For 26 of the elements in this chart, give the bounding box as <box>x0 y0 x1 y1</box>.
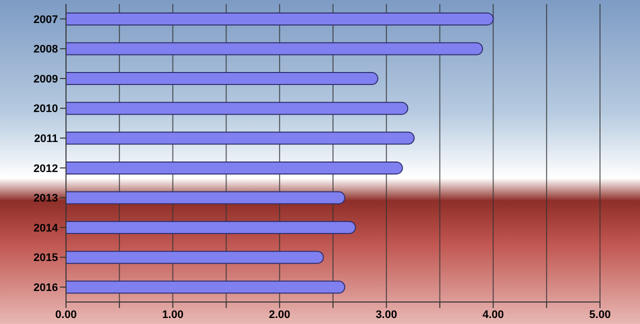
bar <box>66 72 378 86</box>
y-tick-label: 2012 <box>34 162 58 175</box>
y-tick-label: 2015 <box>34 252 58 264</box>
y-tick-label: 2008 <box>34 44 58 56</box>
y-tick-label: 2016 <box>34 282 58 294</box>
bar <box>66 221 356 234</box>
y-tick-label: 2007 <box>34 14 58 26</box>
bar <box>66 12 494 26</box>
bar <box>66 280 346 294</box>
x-tick-label: 4.00 <box>482 308 504 321</box>
bar <box>66 42 484 56</box>
bar <box>66 102 408 115</box>
x-tick-label: 1.00 <box>162 308 184 321</box>
x-tick-label: 5.00 <box>589 308 611 321</box>
y-tick-label: 2009 <box>34 73 58 86</box>
y-tick-label: 2011 <box>34 133 58 146</box>
y-tick-label: 2013 <box>34 192 58 205</box>
bar <box>66 132 415 145</box>
x-tick-label: 0.00 <box>55 308 77 321</box>
x-tick-label: 3.00 <box>376 308 398 321</box>
bar <box>66 250 324 264</box>
y-tick-label: 2010 <box>34 103 58 116</box>
bar <box>66 191 346 204</box>
bar <box>66 161 403 174</box>
y-tick-label: 2014 <box>34 222 59 234</box>
x-tick-label: 2.00 <box>268 308 290 321</box>
